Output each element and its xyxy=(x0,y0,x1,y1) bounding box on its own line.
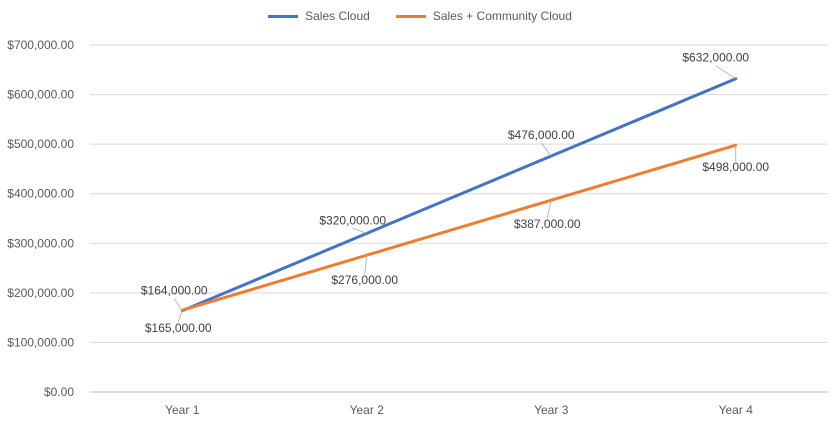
x-tick-label: Year 1 xyxy=(165,403,200,417)
data-label: $320,000.00 xyxy=(319,213,386,227)
legend: Sales Cloud Sales + Community Cloud xyxy=(0,9,840,23)
data-label: $476,000.00 xyxy=(508,128,575,142)
data-label-leader xyxy=(352,227,367,234)
y-tick-label: $100,000.00 xyxy=(7,335,74,349)
legend-label-sales-community-cloud: Sales + Community Cloud xyxy=(432,9,572,23)
y-tick-label: $300,000.00 xyxy=(7,236,74,250)
data-label: $632,000.00 xyxy=(682,51,749,65)
legend-label-sales-cloud: Sales Cloud xyxy=(305,9,370,23)
x-tick-label: Year 4 xyxy=(719,403,754,417)
data-label-leader xyxy=(546,200,552,219)
data-label: $498,000.00 xyxy=(702,160,769,174)
x-tick-label: Year 2 xyxy=(350,403,385,417)
legend-item-sales-cloud[interactable]: Sales Cloud xyxy=(268,9,370,23)
data-label: $165,000.00 xyxy=(145,321,212,335)
legend-swatch-sales-community-cloud xyxy=(395,14,426,18)
y-tick-label: $400,000.00 xyxy=(7,187,74,201)
legend-item-sales-community-cloud[interactable]: Sales + Community Cloud xyxy=(395,9,572,23)
data-label: $164,000.00 xyxy=(141,284,208,298)
data-label-leader xyxy=(364,255,368,275)
legend-swatch-sales-cloud xyxy=(268,14,299,18)
y-tick-label: $200,000.00 xyxy=(7,286,74,300)
series-line-sales-cloud xyxy=(180,77,738,313)
data-label-leader xyxy=(177,310,183,323)
data-label: $276,000.00 xyxy=(331,273,398,287)
data-label: $387,000.00 xyxy=(514,217,581,231)
y-tick-label: $500,000.00 xyxy=(7,137,74,151)
x-tick-label: Year 3 xyxy=(534,403,569,417)
series-line-sales-community-cloud xyxy=(180,143,738,312)
y-tick-label: $600,000.00 xyxy=(7,88,74,102)
data-label-leader xyxy=(715,65,736,80)
y-tick-label: $700,000.00 xyxy=(7,38,74,52)
data-label-leader xyxy=(173,298,183,311)
y-tick-label: $0.00 xyxy=(44,385,74,399)
data-label-leader xyxy=(540,142,552,157)
